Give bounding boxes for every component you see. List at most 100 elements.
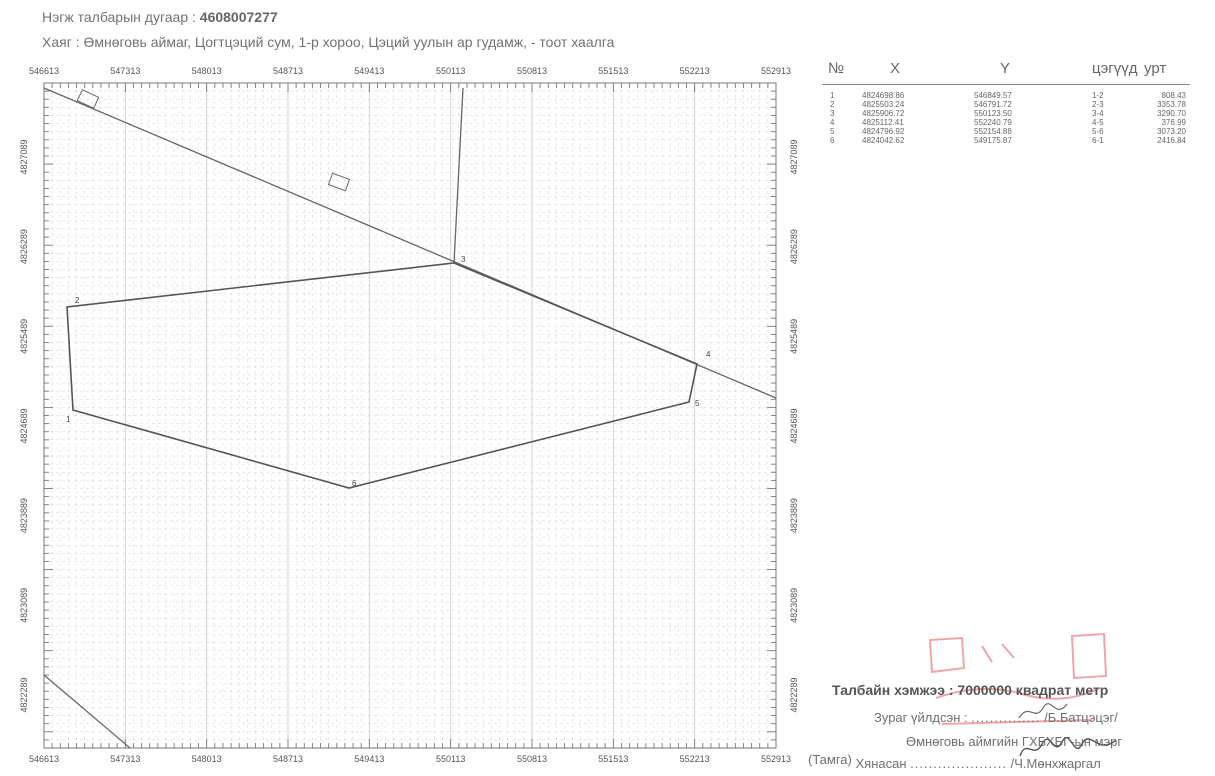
x-tick-label: 548013 [192, 754, 222, 764]
table-row: 1 4824698.86 546849.57 1-2 808.43 [822, 91, 1190, 100]
drawn-by-label: Зураг үйлдсэн : [874, 710, 968, 725]
row-length: 376.99 [1161, 118, 1186, 127]
row-segment: 1-2 [1092, 91, 1104, 100]
y-tick-label: 4822289 [19, 677, 29, 712]
table-row: 4 4825112.41 552240.79 4-5 376.99 [822, 118, 1190, 127]
row-segment: 6-1 [1092, 136, 1104, 145]
x-tick-label: 551513 [598, 754, 628, 764]
stamp-mark [935, 687, 1101, 700]
y-tick-label: 4825489 [789, 319, 799, 354]
row-segment: 3-4 [1092, 109, 1104, 118]
row-segment: 5-6 [1092, 127, 1104, 136]
table-row: 6 4824042.62 549175.87 6-1 2416.84 [822, 136, 1190, 145]
reviewed-by-label: Хянасан [855, 756, 907, 771]
x-tick-label: 552913 [761, 754, 791, 764]
signature-dots: ..................... [910, 756, 1008, 771]
y-tick-label: 4822289 [789, 677, 799, 712]
map-grid [44, 83, 776, 748]
parcel-number-label: Нэгж талбарын дугаар : [42, 9, 196, 25]
table-row: 3 4825906.72 550123.50 3-4 3290.70 [822, 109, 1190, 118]
table-row: 5 4824796.92 552154.88 5-6 3073.20 [822, 127, 1190, 136]
vertex-label: 5 [695, 399, 700, 408]
y-tick-label: 4824689 [19, 408, 29, 443]
parcel-number-value: 4608007277 [199, 9, 278, 25]
road-corner-line [43, 674, 131, 749]
row-x: 4825503.24 [862, 100, 905, 109]
x-tick-label: 551513 [598, 66, 628, 76]
x-tick-label: 552213 [680, 754, 710, 764]
vertex-label: 6 [352, 479, 357, 488]
row-length: 3290.70 [1157, 109, 1186, 118]
stamp-mark [981, 643, 1015, 663]
coordinate-table: № X Y цэгүүд урт 1 4824698.86 546849.57 … [822, 58, 1190, 145]
parcel-number-line: Нэгж талбарын дугаар : 4608007277 [42, 9, 278, 25]
x-tick-label: 548013 [192, 66, 222, 76]
y-tick-label: 4823889 [19, 498, 29, 533]
row-x: 4824698.86 [862, 91, 905, 100]
stamp-mark [928, 636, 966, 674]
row-length: 2416.84 [1157, 136, 1186, 145]
drawn-by-name: /Б.Батцэцэг/ [1044, 710, 1118, 725]
x-tick-label: 546613 [29, 754, 59, 764]
x-tick-label: 547313 [110, 754, 140, 764]
row-x: 4824796.92 [862, 127, 905, 136]
building-marker [76, 89, 100, 109]
x-tick-label: 547313 [110, 66, 140, 76]
vertex-label: 4 [706, 350, 711, 359]
map-frame [43, 82, 777, 749]
header-y: Y [1000, 60, 1011, 77]
x-tick-label: 552913 [761, 66, 791, 76]
drawn-by-line: Зураг үйлдсэн : ............... /Б.Батцэ… [874, 710, 1118, 725]
row-no: 4 [830, 118, 835, 127]
official-stamp [928, 632, 1108, 725]
reviewed-by-line: (Тамга) Хянасан ..................... /Ч… [808, 752, 1101, 771]
coordinate-table-header: № X Y цэгүүд урт [822, 58, 1190, 85]
cadastral-map: 546613 546613 547313 547313 548013 548013 5487… [19, 66, 799, 764]
row-x: 4824042.62 [862, 136, 905, 145]
signature-scribble [1018, 703, 1068, 719]
x-tick-label: 550113 [436, 66, 465, 76]
reviewed-by-name: /Ч.Мөнхжаргал [1010, 756, 1101, 771]
x-tick-label: 552213 [680, 66, 710, 76]
row-no: 1 [830, 91, 835, 100]
x-tick-label: 550113 [436, 754, 465, 764]
y-tick-label: 4826289 [789, 229, 799, 264]
x-tick-label: 550813 [517, 66, 547, 76]
address-line: Хаяг : Өмнөговь аймаг, Цогтцэций сум, 1-… [42, 34, 615, 50]
building-marker [327, 172, 351, 192]
header-no: № [828, 60, 845, 77]
row-length: 808.43 [1161, 91, 1186, 100]
vertex-label: 2 [75, 296, 80, 305]
stamp-mark [1070, 632, 1108, 680]
row-no: 2 [830, 100, 835, 109]
row-length: 3073.20 [1157, 127, 1186, 136]
row-x: 4825906.72 [862, 109, 905, 118]
row-y: 549175.87 [974, 136, 1012, 145]
row-x: 4825112.41 [862, 118, 904, 127]
row-y: 552154.88 [974, 127, 1012, 136]
header-length: урт [1144, 60, 1167, 77]
vertex-label: 1 [66, 415, 71, 424]
vertex-labels: 1 2 3 4 5 6 [66, 255, 711, 488]
x-tick-label: 549413 [354, 754, 384, 764]
x-tick-label: 550813 [517, 754, 547, 764]
y-tick-label: 4823089 [789, 588, 799, 623]
y-tick-label: 4823089 [19, 588, 29, 623]
header-segment: цэгүүд [1092, 60, 1138, 77]
row-length: 3353.78 [1157, 100, 1186, 109]
y-tick-label: 4826289 [19, 229, 29, 264]
vertex-label: 3 [461, 255, 466, 264]
row-y: 546849.57 [974, 91, 1012, 100]
y-tick-label: 4823889 [789, 498, 799, 533]
signature-scribble [1019, 736, 1117, 757]
coordinate-rows: 1 4824698.86 546849.57 1-2 808.43 2 4825… [822, 91, 1190, 145]
header-x: X [890, 60, 901, 77]
row-y: 546791.72 [974, 100, 1012, 109]
row-y: 550123.50 [974, 109, 1012, 118]
y-tick-label: 4824689 [789, 408, 799, 443]
row-segment: 2-3 [1092, 100, 1104, 109]
y-tick-label: 4827089 [789, 139, 799, 174]
y-tick-label: 4825489 [19, 319, 29, 354]
road-branch-line [453, 87, 464, 264]
x-tick-label: 548713 [273, 754, 303, 764]
